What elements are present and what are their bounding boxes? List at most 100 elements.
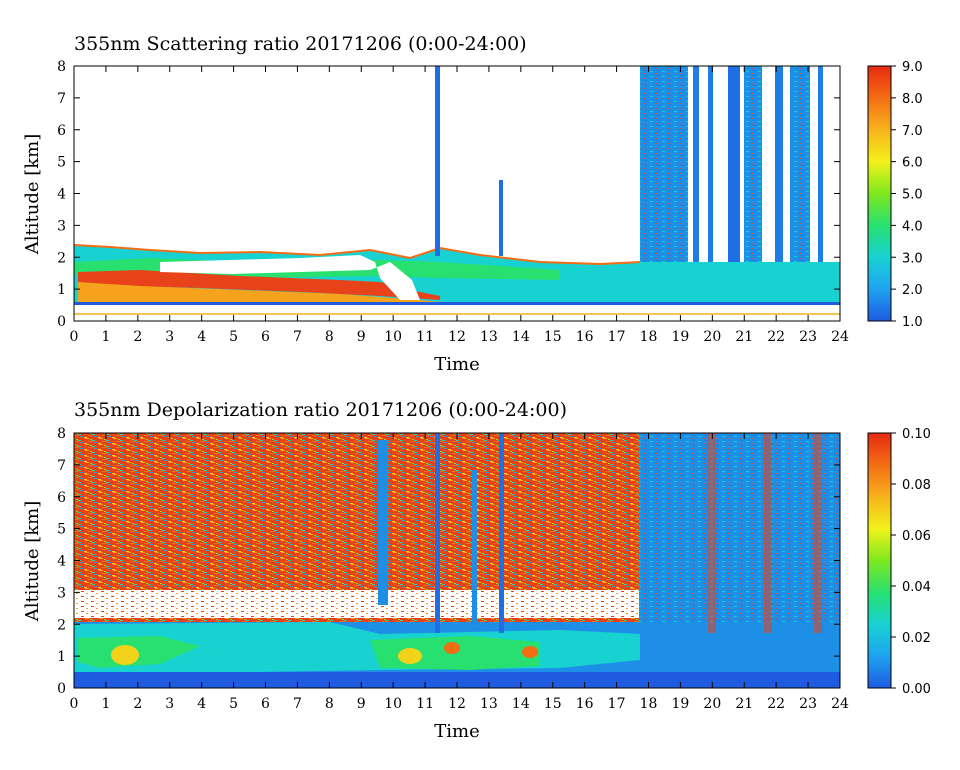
depol-layer-yellow [111, 645, 139, 665]
scattering-panel: 355nm Scattering ratio 20171206 (0:00-24… [22, 33, 923, 375]
aerosol-layer-edge [73, 244, 641, 266]
colorbar-label: 1.0 [902, 315, 923, 330]
y-tick-label: 6 [57, 123, 66, 139]
depol-white-gap [74, 590, 639, 618]
x-tick-label: 7 [293, 329, 302, 345]
scattering-xlabel: Time [434, 354, 479, 375]
y-tick-label: 1 [57, 282, 66, 298]
scattering-ylabel: Altitude [km] [22, 134, 43, 256]
scattering-colorbar [867, 65, 892, 322]
x-tick-label: 6 [261, 329, 270, 345]
y-tick-label: 0 [57, 314, 66, 330]
x-tick-label: 15 [544, 696, 562, 712]
y-tick-label: 2 [57, 617, 66, 633]
scattering-colorbar-labels: 1.0 2.0 3.0 4.0 5.0 6.0 7.0 8.0 9.0 [891, 60, 923, 330]
x-tick-label: 13 [480, 329, 498, 345]
depol-layer-orange [444, 642, 460, 654]
depol-cloud-column [708, 433, 716, 633]
x-tick-label: 20 [703, 696, 721, 712]
aerosol-white-gap [160, 255, 420, 300]
y-tick-label: 2 [57, 250, 66, 266]
y-tick-label: 7 [57, 458, 66, 474]
x-tick-label: 14 [512, 329, 530, 345]
x-tick-label: 12 [448, 696, 466, 712]
x-tick-label: 23 [799, 696, 817, 712]
x-tick-label: 22 [767, 696, 785, 712]
y-tick-label: 6 [57, 490, 66, 506]
depol-layer-yellow [398, 648, 422, 664]
y-tick-label: 1 [57, 649, 66, 665]
colorbar-label: 5.0 [902, 188, 923, 203]
x-tick-label: 2 [133, 329, 142, 345]
cloud-column [790, 66, 810, 262]
y-tick-label: 8 [57, 59, 66, 75]
depol-layer-green [78, 636, 200, 668]
x-tick-label: 3 [165, 696, 174, 712]
colorbar-label: 2.0 [902, 283, 923, 298]
y-tick-label: 7 [57, 91, 66, 107]
cloud-column [744, 66, 762, 262]
depolarization-title: 355nm Depolarization ratio 20171206 (0:0… [74, 399, 567, 421]
near-surface-band [74, 302, 840, 305]
depolarization-xlabel: Time [434, 721, 479, 742]
colorbar-label: 8.0 [902, 92, 923, 107]
depol-cloud-column [814, 433, 822, 633]
depol-cloud-column [435, 433, 440, 633]
y-tick-label: 4 [57, 187, 66, 203]
y-tick-label: 3 [57, 218, 66, 234]
x-tick-label: 4 [197, 696, 206, 712]
cloud-column [728, 66, 740, 262]
colorbar-label: 0.02 [902, 631, 931, 646]
x-tick-label: 21 [735, 329, 753, 345]
x-tick-label: 17 [608, 696, 626, 712]
x-tick-label: 23 [799, 329, 817, 345]
colorbar-label: 6.0 [902, 156, 923, 171]
x-tick-label: 8 [325, 696, 334, 712]
x-tick-label: 7 [293, 696, 302, 712]
cloud-block [640, 66, 688, 262]
scattering-axes: 0 1 2 3 4 5 6 7 8 9 10 11 12 13 14 15 16 17 18 19 20 21 22 23 24… [57, 59, 849, 345]
cloud-thin-column [435, 66, 440, 256]
x-tick-label: 19 [672, 329, 690, 345]
cloud-column [818, 66, 823, 262]
colorbar-label: 0.10 [902, 427, 931, 442]
x-tick-label: 1 [101, 696, 110, 712]
depol-cloud-column [378, 440, 388, 605]
x-tick-label: 6 [261, 696, 270, 712]
x-tick-label: 14 [512, 696, 530, 712]
x-tick-label: 24 [831, 696, 849, 712]
x-tick-label: 20 [703, 329, 721, 345]
x-tick-label: 22 [767, 329, 785, 345]
x-tick-label: 9 [357, 329, 366, 345]
y-tick-label: 3 [57, 585, 66, 601]
x-tick-label: 8 [325, 329, 334, 345]
depolarization-colorbar-labels: 0.00 0.02 0.04 0.06 0.08 0.10 [891, 427, 931, 697]
y-tick-label: 4 [57, 554, 66, 570]
cloud-column [775, 66, 783, 262]
aerosol-core-orange [78, 282, 440, 302]
x-tick-label: 4 [197, 329, 206, 345]
x-tick-label: 5 [229, 696, 238, 712]
cloud-column [708, 66, 713, 262]
y-tick-label: 0 [57, 681, 66, 697]
x-tick-label: 9 [357, 696, 366, 712]
x-tick-label: 0 [70, 329, 79, 345]
depol-cloud-column [764, 433, 772, 633]
colorbar-label: 7.0 [902, 124, 923, 139]
colorbar-label: 0.00 [902, 682, 931, 697]
colorbar-label: 4.0 [902, 219, 923, 234]
cloud-thin-column [499, 180, 503, 256]
x-tick-label: 18 [640, 329, 658, 345]
depolarization-axes: 0 1 2 3 4 5 6 7 8 9 10 11 12 13 14 15 16 17 18 19 20 21 22 23 24… [57, 426, 849, 712]
x-tick-label: 10 [384, 696, 402, 712]
x-tick-label: 1 [101, 329, 110, 345]
y-tick-label: 5 [57, 155, 66, 171]
y-tick-label: 5 [57, 522, 66, 538]
x-tick-label: 18 [640, 696, 658, 712]
x-tick-label: 21 [735, 696, 753, 712]
x-tick-label: 0 [70, 696, 79, 712]
depolarization-plot-area [74, 433, 840, 688]
scattering-plot-area [73, 66, 840, 315]
scattering-title: 355nm Scattering ratio 20171206 (0:00-24… [74, 33, 527, 55]
